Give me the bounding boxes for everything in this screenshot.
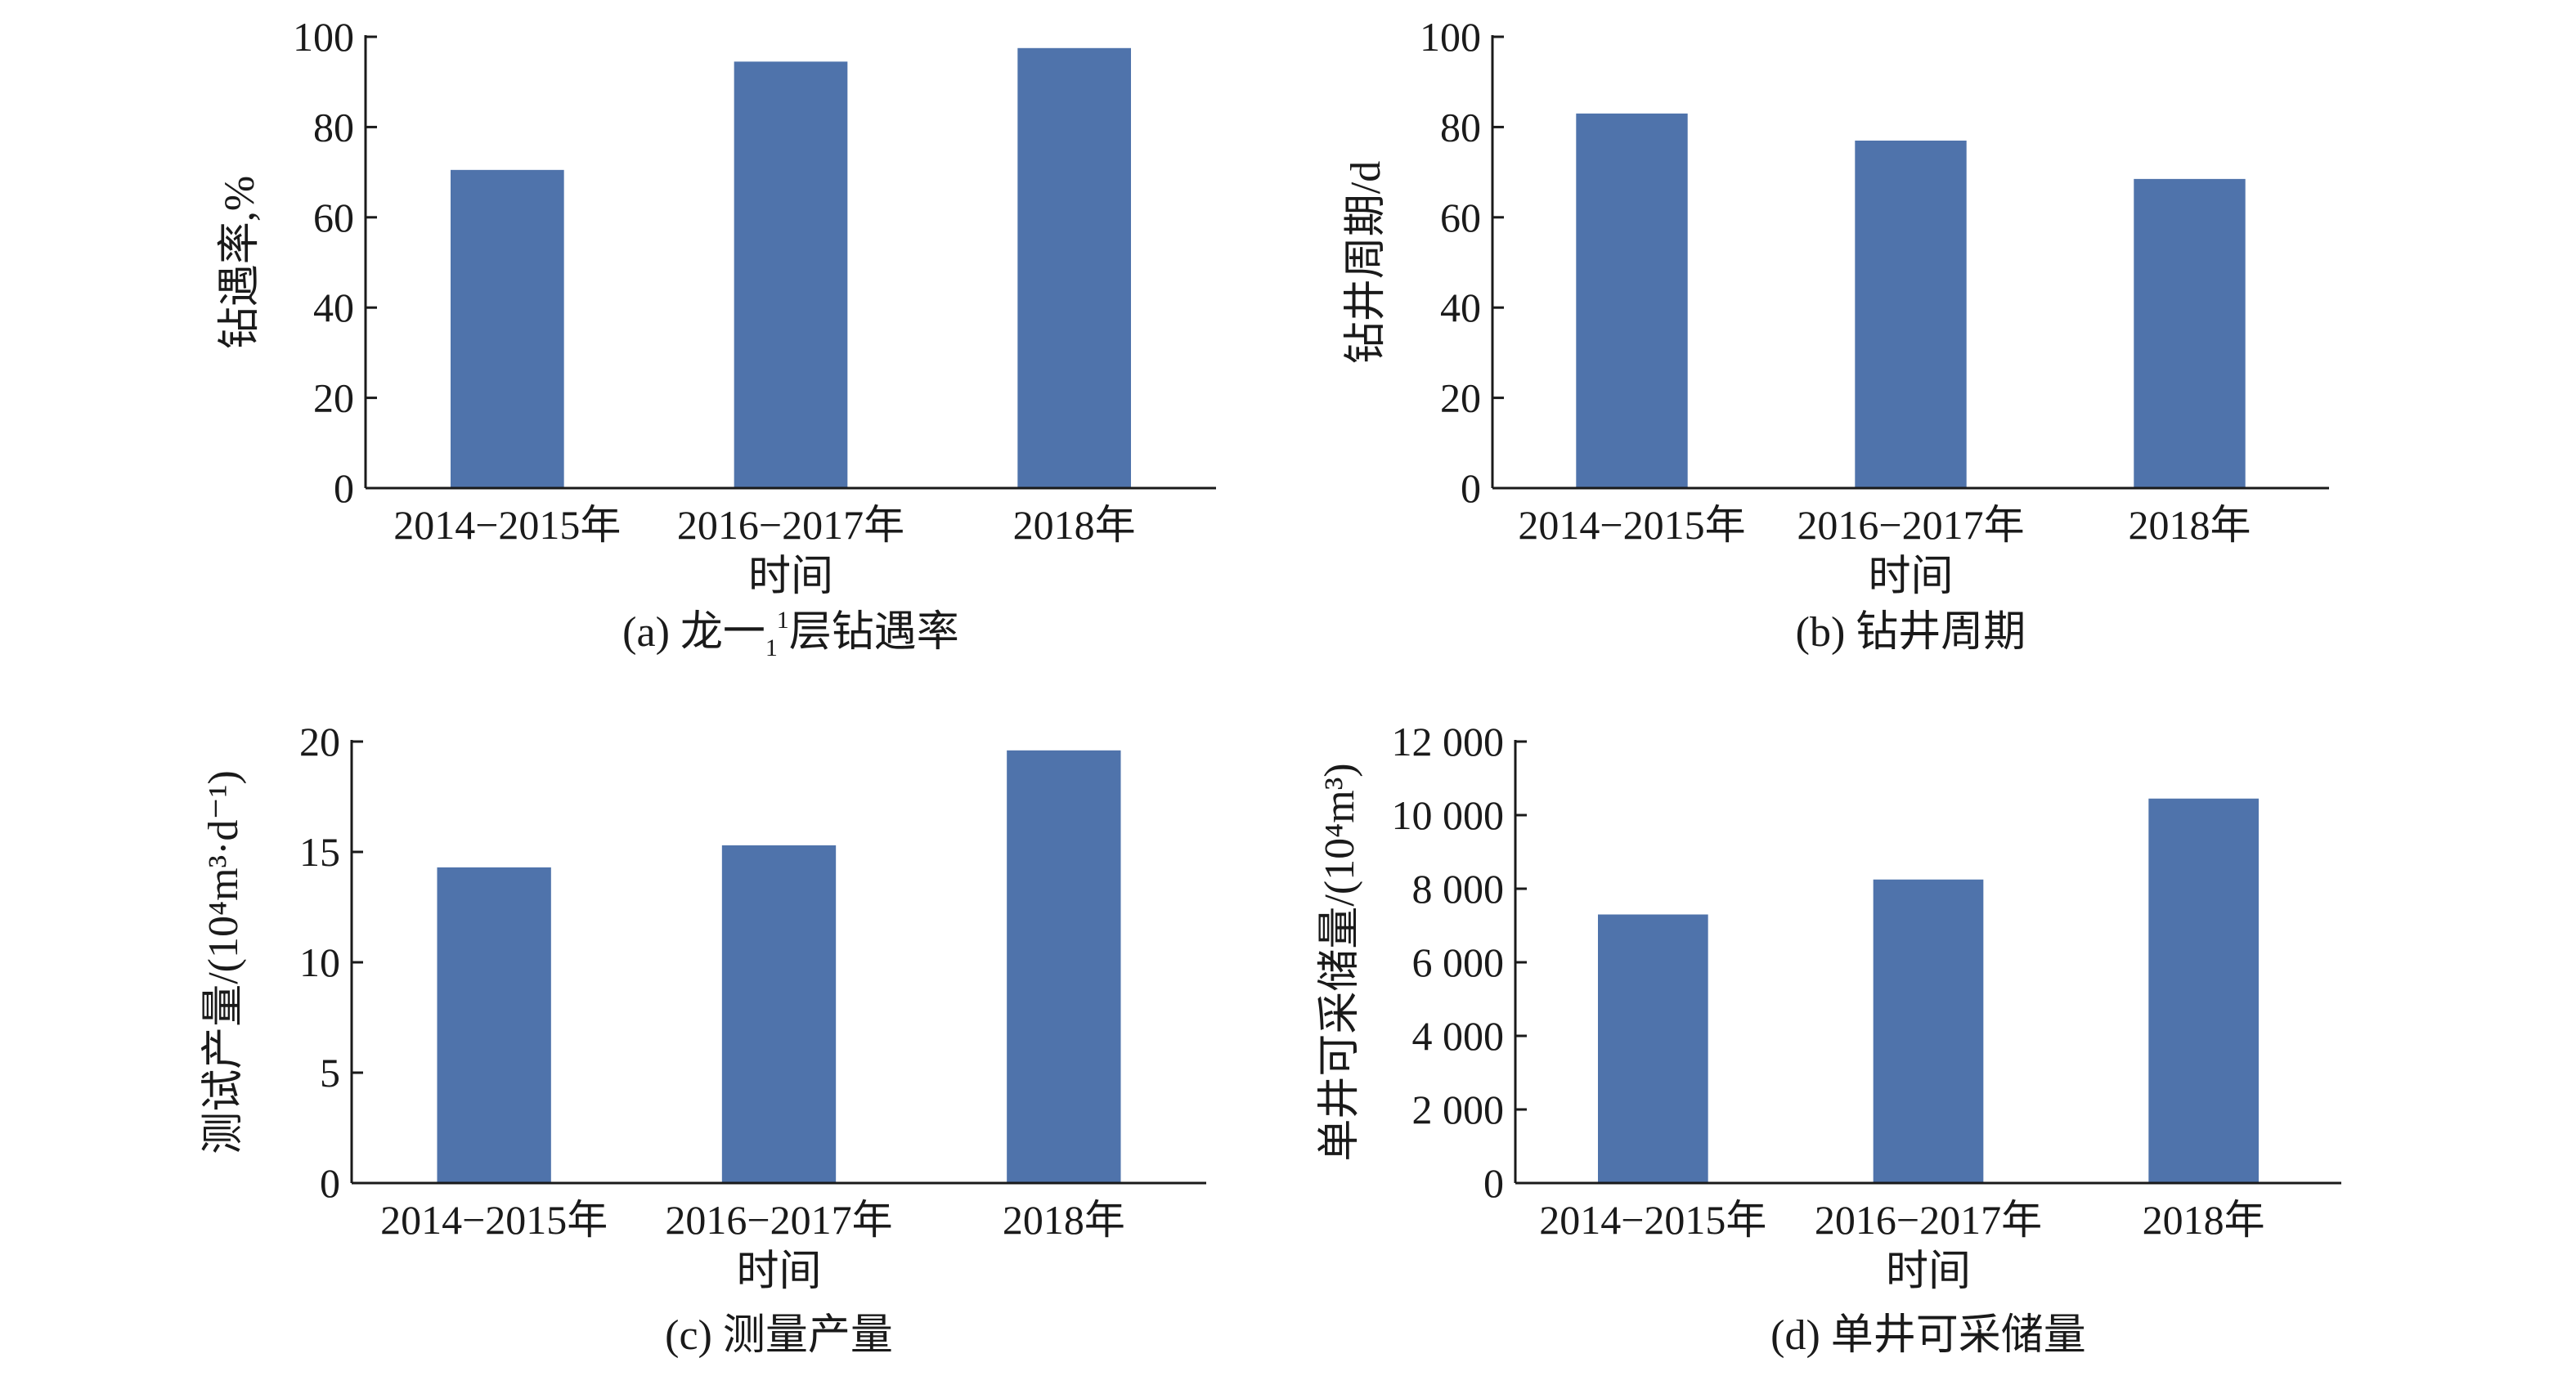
chart-panel-c: 0 5 10 15 20 2014−2015年 2016−2017年 2018年时间 测试产量/… [0,688,1288,1376]
y-axis-title: 钻井周期/d [1343,161,1389,364]
chart-panel-d: 0 2 000 4 000 6 000 8 000 10 000 12 000 2014−20… [1288,688,2576,1376]
y-tick-label: 60 [313,195,354,240]
y-tick-label: 100 [293,14,354,60]
y-tick-label: 5 [320,1050,340,1096]
bar-2 [1017,47,1131,489]
bar-1 [1873,879,1984,1183]
y-tick-label: 8 000 [1412,866,1505,912]
x-tick-label: 2016−2017年 [677,502,904,548]
y-tick-label: 80 [313,104,354,150]
y-tick-label: 20 [1440,375,1481,421]
x-axis-title: 时间 [736,1248,821,1295]
chart-panel-b: 0 20 40 60 80 100 2014−2015年 2016−2017年 2018年时间 钻… [1288,0,2576,688]
panel-caption: (a) 龙一11层钻遇率 [622,607,959,661]
chart-svg: 0 2 000 4 000 6 000 8 000 10 000 12 000 2014−20… [1317,719,2341,1359]
y-tick-label: 15 [299,829,340,875]
x-tick-label: 2014−2015年 [1518,502,1745,548]
x-tick-label: 2016−2017年 [1815,1197,2042,1243]
y-tick-label: 4 000 [1412,1013,1505,1059]
y-tick-label: 100 [1420,14,1481,60]
bar-0 [451,169,564,488]
y-tick-label: 20 [299,719,340,764]
y-tick-label: 80 [1440,104,1481,150]
y-axis-title: 测试产量/(10⁴m³·d⁻¹) [200,770,247,1154]
x-tick-label: 2018年 [2143,1197,2265,1243]
bar-1 [734,61,848,489]
y-axis-title: 单井可采储量/(10⁴m³) [1317,763,1363,1161]
y-tick-label: 10 000 [1392,792,1505,838]
y-tick-label: 12 000 [1392,719,1505,764]
x-axis-title: 时间 [748,554,833,600]
y-tick-label: 40 [1440,285,1481,330]
y-tick-label: 40 [313,285,354,330]
x-tick-label: 2014−2015年 [1539,1197,1766,1243]
x-tick-label: 2018年 [2129,502,2251,548]
y-tick-label: 20 [313,375,354,421]
y-tick-label: 0 [334,465,354,511]
bar-1 [1855,140,1967,488]
y-tick-label: 2 000 [1412,1087,1505,1132]
y-tick-label: 10 [299,939,340,985]
bar-1 [721,845,837,1183]
x-tick-label: 2018年 [1003,1197,1125,1243]
x-tick-label: 2018年 [1013,502,1136,548]
chart-panel-a: 0 20 40 60 80 100 2014−2015年 2016−2017年 2018年时间 钻… [0,0,1288,688]
bar-2 [2148,798,2259,1183]
y-tick-label: 6 000 [1412,939,1505,985]
x-tick-label: 2016−2017年 [665,1197,892,1243]
bar-2 [1007,750,1121,1183]
x-tick-label: 2016−2017年 [1797,502,2024,548]
y-tick-label: 60 [1440,195,1481,240]
panel-caption: (b) 钻井周期 [1796,609,2026,656]
x-axis-title: 时间 [1886,1248,1971,1295]
bar-0 [437,867,551,1183]
x-tick-label: 2014−2015年 [380,1197,608,1243]
x-tick-label: 2014−2015年 [393,502,621,548]
y-axis-title: 钻遇率,% [217,176,263,349]
bar-0 [1598,914,1708,1183]
bar-2 [2134,178,2246,488]
y-tick-label: 0 [320,1160,340,1206]
panel-caption: (d) 单井可采储量 [1770,1312,2086,1359]
bar-0 [1576,113,1688,488]
panel-caption: (c) 测量产量 [665,1312,893,1359]
x-axis-title: 时间 [1868,554,1953,600]
y-tick-label: 0 [1461,465,1481,511]
y-tick-label: 0 [1483,1160,1504,1206]
